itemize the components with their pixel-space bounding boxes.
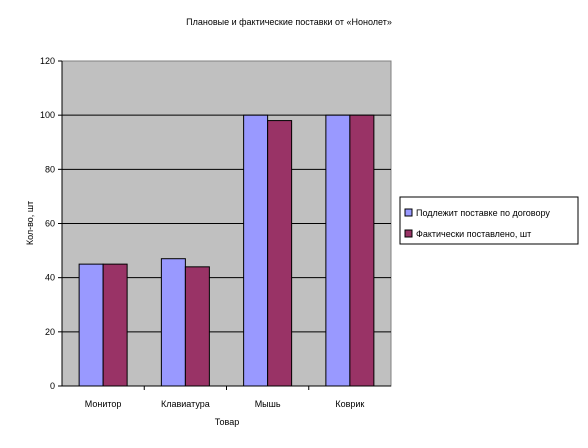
legend: Подлежит поставке по договору Фактически … (399, 196, 579, 245)
legend-box (399, 196, 579, 245)
bar (102, 263, 128, 387)
bar (243, 114, 269, 387)
x-tick-label: Мышь (255, 399, 281, 409)
y-axis-label: Кол-во, шт (25, 201, 35, 245)
legend-swatch (404, 208, 413, 217)
y-tick-label: 40 (45, 273, 55, 283)
x-tick-labels: Монитор Клавиатура Мышь Коврик (85, 399, 365, 409)
y-tick-label: 80 (45, 164, 55, 174)
chart-title: Плановые и фактические поставки от «Ноно… (186, 17, 392, 27)
y-tick-label: 100 (40, 110, 55, 120)
legend-entry: Фактически поставлено, шт (416, 229, 531, 239)
y-tick-label: 60 (45, 219, 55, 229)
legend-swatch (404, 229, 413, 238)
x-tick-label: Клавиатура (161, 399, 210, 409)
x-tick-label: Коврик (335, 399, 364, 409)
legend-entry: Подлежит поставке по договору (416, 208, 550, 218)
axes (58, 60, 391, 390)
x-axis-label: Товар (215, 417, 240, 427)
bar (325, 114, 351, 387)
y-tick-label: 0 (50, 381, 55, 391)
bars (78, 114, 375, 387)
y-tick-labels: 0 20 40 60 80 100 120 (40, 56, 55, 391)
y-tick-label: 120 (40, 56, 55, 66)
bar (184, 266, 210, 387)
bar (78, 263, 104, 387)
x-tick-label: Монитор (85, 399, 122, 409)
bar (349, 114, 375, 387)
y-tick-label: 20 (45, 327, 55, 337)
bar (160, 258, 186, 387)
bar (267, 120, 293, 387)
